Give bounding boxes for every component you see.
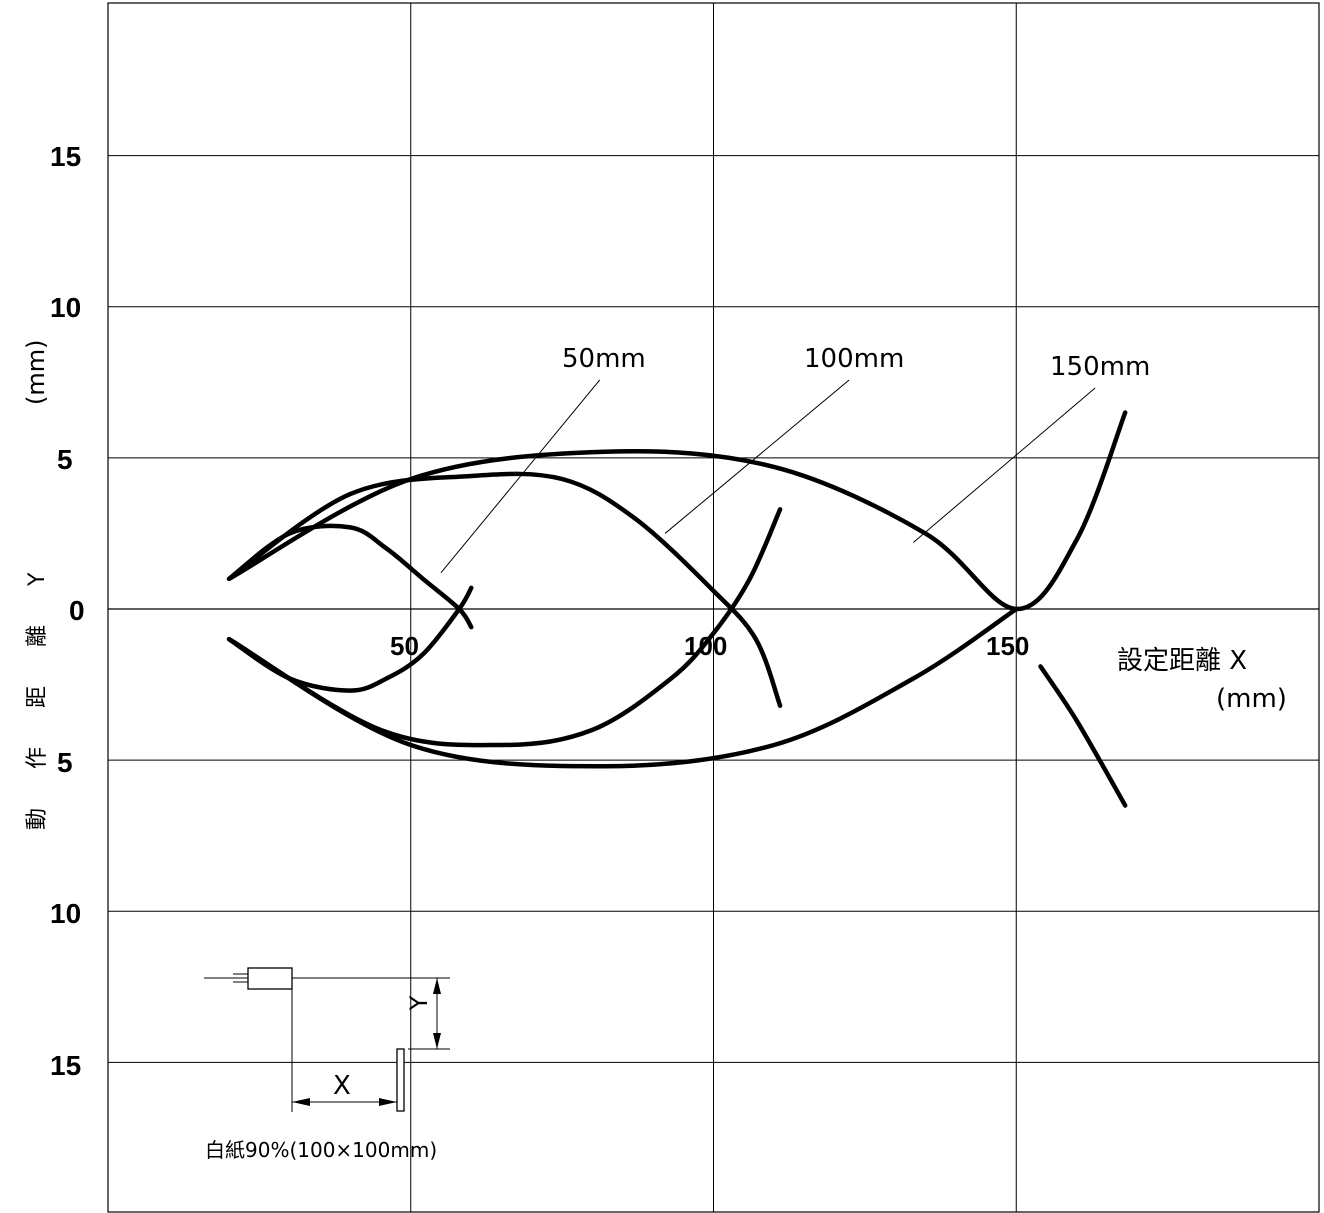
series-150mm-upper-curve — [226, 410, 1128, 612]
series-100mm-upper-curve — [226, 471, 783, 708]
arrow-right-icon — [379, 1098, 397, 1106]
series-150mm-lower-curve — [226, 606, 1019, 769]
x-tick-label: 100 — [684, 631, 727, 661]
y-tick-label: 15 — [50, 141, 81, 172]
y-tick-labels: 15 10 5 0 5 10 15 — [50, 141, 85, 1081]
y-tick-label: 0 — [69, 595, 85, 626]
series-50mm-upper-curve — [226, 523, 474, 630]
series-labels: 50mm 100mm 150mm — [562, 344, 1150, 382]
grid — [107, 2, 1320, 1213]
inset-y-label: Y — [405, 995, 433, 1011]
sensor-icon — [247, 967, 293, 990]
inset-caption: 白紙90%(100×100mm) — [205, 1138, 437, 1162]
series-label-150mm: 150mm — [1050, 352, 1150, 382]
white-paper-target-icon — [396, 1048, 405, 1112]
x-tick-label: 50 — [390, 631, 419, 661]
leader-line-50mm — [440, 379, 601, 574]
x-axis-unit: (mm) — [1216, 684, 1287, 714]
series-150mm-tail-curve — [1038, 664, 1128, 808]
y-tick-label: 5 — [57, 444, 73, 475]
y-tick-label: 5 — [57, 747, 73, 778]
leader-line-100mm — [664, 379, 850, 534]
y-axis-unit: (mm) — [22, 340, 50, 405]
leader-line-150mm — [912, 387, 1096, 543]
series-label-100mm: 100mm — [804, 344, 904, 374]
arrow-up-icon — [433, 978, 441, 994]
arrow-left-icon — [292, 1098, 310, 1106]
x-tick-labels: 50 100 150 — [390, 631, 1029, 661]
y-tick-label: 10 — [50, 292, 81, 323]
y-axis-label: 動 作 距 離 Y — [25, 557, 50, 830]
series-100mm-lower-curve — [226, 507, 783, 748]
series-leaders — [440, 379, 1096, 574]
series-50mm-lower-curve — [226, 585, 474, 693]
setup-diagram: X Y 白紙90%(100×100mm) — [204, 967, 450, 1162]
series-curves — [226, 410, 1128, 808]
y-tick-label: 15 — [50, 1050, 81, 1081]
series-label-50mm: 50mm — [562, 344, 646, 374]
x-axis-label: 設定距離 X — [1117, 646, 1247, 676]
arrow-down-icon — [433, 1033, 441, 1049]
y-tick-label: 10 — [50, 898, 81, 929]
x-tick-label: 150 — [986, 631, 1029, 661]
inset-x-label: X — [333, 1071, 351, 1101]
